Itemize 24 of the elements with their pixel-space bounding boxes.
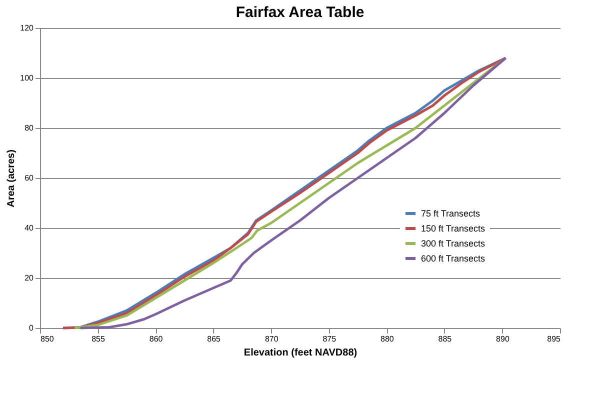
y-tick-label: 80 (24, 124, 34, 132)
x-tick-label: 860 (149, 334, 164, 344)
x-tick-label: 885 (438, 334, 452, 344)
legend-label: 75 ft Transects (421, 208, 481, 218)
x-tick-label: 850 (40, 334, 54, 344)
x-tick-label: 875 (322, 334, 337, 344)
legend-label: 300 ft Transects (421, 238, 486, 248)
legend-label: 600 ft Transects (421, 254, 486, 264)
y-tick-label: 0 (29, 324, 34, 332)
y-tick-label: 60 (24, 174, 34, 182)
x-axis-title: Elevation (feet NAVD88) (244, 348, 358, 358)
y-tick-label: 120 (20, 24, 34, 32)
x-tick-label: 870 (264, 334, 279, 344)
x-tick-label: 880 (380, 334, 394, 344)
x-tick-label: 855 (92, 334, 106, 344)
legend-label: 150 ft Transects (421, 224, 486, 234)
x-tick-label: 865 (207, 334, 222, 344)
y-tick-label: 100 (20, 74, 34, 82)
chart-title: Fairfax Area Table (236, 4, 364, 21)
y-axis-title: Area (acres) (6, 150, 18, 208)
x-tick-label: 895 (547, 334, 562, 344)
x-tick-label: 890 (496, 334, 510, 344)
y-tick-label: 40 (24, 224, 34, 232)
y-tick-label: 20 (24, 274, 34, 282)
